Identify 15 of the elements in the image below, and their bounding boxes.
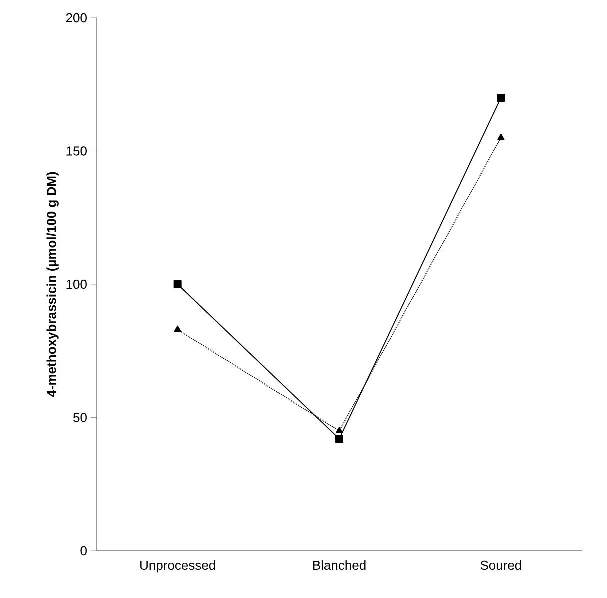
point xyxy=(336,435,344,444)
x-tick-label: Blanched xyxy=(313,560,366,570)
point xyxy=(497,94,506,102)
y-tick-label: 100 xyxy=(66,280,87,290)
y-tick-label: 200 xyxy=(66,13,87,23)
point xyxy=(174,280,182,288)
x-tick-label: Unprocessed xyxy=(140,560,216,573)
y-axis-title: 4-methoxybrassicin (µmol/100 g DM) xyxy=(46,172,59,398)
x-tick-label: Soured xyxy=(480,560,522,570)
point xyxy=(498,134,505,140)
y-tick-label: 150 xyxy=(66,146,87,156)
point xyxy=(336,427,344,434)
y-tick-label: 50 xyxy=(74,413,87,422)
y-tick-label: 0 xyxy=(80,546,87,556)
point xyxy=(174,326,182,332)
